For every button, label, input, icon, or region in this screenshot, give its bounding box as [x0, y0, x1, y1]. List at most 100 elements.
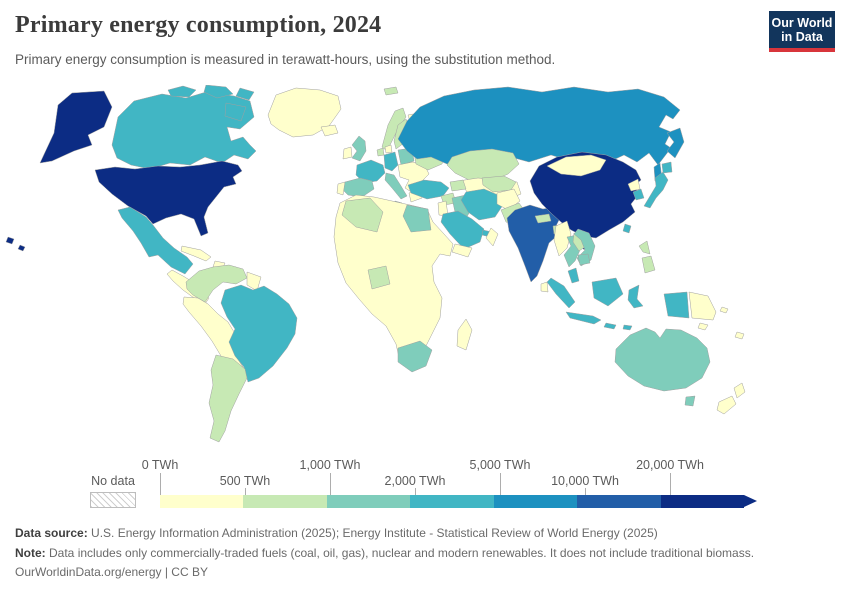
legend-tick-3: [415, 488, 416, 495]
note-text: Data includes only commercially-traded f…: [45, 546, 755, 560]
region-yemen[interactable]: [451, 243, 473, 258]
note-label: Note:: [15, 546, 46, 560]
region-mexico[interactable]: [117, 206, 194, 275]
world-choropleth-map: [5, 85, 746, 443]
legend-bin-1[interactable]: [243, 495, 327, 508]
region-cambodia[interactable]: [577, 253, 591, 266]
legend-tick-label-6: 20,000 TWh: [636, 458, 704, 472]
region-australia[interactable]: [614, 327, 711, 392]
legend-tick-6: [670, 473, 671, 495]
data-source-label: Data source:: [15, 526, 88, 540]
legend-bin-4[interactable]: [493, 495, 578, 508]
region-japan[interactable]: [643, 171, 669, 209]
region-iceland[interactable]: [320, 124, 339, 137]
region-ireland[interactable]: [342, 146, 353, 160]
no-data-label: No data: [91, 474, 135, 488]
legend-tick-label-5: 10,000 TWh: [551, 474, 619, 488]
region-nigeria[interactable]: [367, 265, 391, 290]
region-germany[interactable]: [383, 151, 399, 172]
owid-logo[interactable]: Our World in Data: [769, 11, 835, 52]
region-australia-tasmania[interactable]: [684, 395, 696, 407]
region-portugal[interactable]: [336, 181, 346, 196]
region-colombia-venezuela[interactable]: [185, 264, 248, 303]
region-iran[interactable]: [460, 188, 504, 221]
region-indonesia-java[interactable]: [565, 311, 602, 325]
region-united-kingdom[interactable]: [351, 135, 367, 162]
region-united-states[interactable]: [94, 160, 243, 237]
region-caucasus[interactable]: [449, 179, 467, 192]
no-data-swatch[interactable]: [90, 492, 136, 508]
region-argentina-chile[interactable]: [208, 354, 248, 443]
region-indonesia-lesser-sunda[interactable]: [603, 322, 633, 331]
region-philippines[interactable]: [638, 240, 656, 274]
legend-arrow-icon: [744, 495, 757, 507]
region-greenland[interactable]: [267, 87, 342, 138]
region-united-states-hawaii[interactable]: [5, 236, 26, 252]
region-myanmar[interactable]: [553, 220, 572, 257]
legend-tick-label-1: 500 TWh: [219, 474, 271, 488]
region-south-africa[interactable]: [397, 340, 433, 373]
data-source-line: Data source: U.S. Energy Information Adm…: [15, 526, 658, 540]
region-mongolia[interactable]: [546, 154, 607, 177]
region-svalbard[interactable]: [383, 86, 399, 96]
region-malaysia[interactable]: [567, 267, 580, 284]
legend-color-bar: [160, 495, 744, 508]
region-united-states-alaska[interactable]: [39, 90, 113, 164]
legend-tick-2: [330, 473, 331, 495]
license-line: OurWorldinData.org/energy | CC BY: [15, 565, 208, 579]
legend-bin-6[interactable]: [660, 495, 744, 508]
owid-logo-accent-bar: [769, 48, 835, 52]
note-line: Note: Data includes only commercially-tr…: [15, 546, 754, 560]
region-indonesia-sulawesi[interactable]: [627, 284, 644, 309]
region-indonesia-borneo[interactable]: [591, 277, 624, 307]
region-canada-arctic-islands[interactable]: [167, 85, 255, 122]
legend-tick-0: [160, 473, 161, 495]
owid-logo-text: Our World in Data: [769, 11, 835, 48]
legend-tick-label-4: 5,000 TWh: [469, 458, 531, 472]
region-france[interactable]: [355, 159, 386, 184]
region-egypt[interactable]: [402, 204, 432, 233]
legend-bin-5[interactable]: [577, 495, 661, 508]
region-oman[interactable]: [485, 227, 499, 247]
region-south-korea[interactable]: [632, 188, 645, 201]
region-indonesia-papua[interactable]: [663, 291, 690, 319]
region-japan-hokkaido[interactable]: [661, 161, 673, 174]
map-legend: No data 0 TWh 500 TWh 1,000 TWh 2,000 TW…: [0, 455, 850, 515]
chart-subtitle: Primary energy consumption is measured i…: [15, 52, 556, 67]
region-india[interactable]: [506, 204, 562, 283]
owid-link[interactable]: OurWorldinData.org/energy | CC BY: [15, 565, 208, 579]
region-netherlands[interactable]: [376, 147, 385, 157]
legend-tick-1: [245, 488, 246, 495]
legend-bin-3[interactable]: [410, 495, 494, 508]
region-kazakhstan[interactable]: [446, 148, 520, 182]
page-title: Primary energy consumption, 2024: [15, 12, 382, 38]
legend-bin-2[interactable]: [326, 495, 411, 508]
legend-bin-0[interactable]: [160, 495, 244, 508]
region-china[interactable]: [529, 151, 642, 239]
legend-tick-4: [500, 473, 501, 495]
region-russia[interactable]: [397, 86, 681, 166]
legend-tick-label-0: 0 TWh: [141, 458, 179, 472]
region-pacific-islands[interactable]: [719, 306, 745, 340]
region-north-korea[interactable]: [627, 178, 641, 192]
region-madagascar[interactable]: [456, 318, 473, 351]
data-source-text: U.S. Energy Information Administration (…: [87, 526, 658, 540]
region-algeria[interactable]: [341, 197, 384, 233]
region-indonesia-sumatra[interactable]: [546, 277, 576, 309]
legend-tick-label-2: 1,000 TWh: [299, 458, 361, 472]
region-sri-lanka[interactable]: [540, 281, 549, 293]
region-nepal[interactable]: [534, 213, 552, 224]
region-denmark[interactable]: [384, 144, 393, 154]
region-taiwan[interactable]: [622, 223, 632, 234]
region-turkey[interactable]: [407, 179, 450, 200]
region-spain[interactable]: [340, 177, 375, 198]
legend-tick-5: [585, 488, 586, 495]
region-new-zealand[interactable]: [716, 382, 746, 415]
region-papua-new-guinea[interactable]: [688, 291, 717, 331]
region-brazil[interactable]: [220, 284, 298, 383]
region-saudi-arabia[interactable]: [440, 210, 485, 250]
region-russia-kamchatka[interactable]: [666, 127, 685, 159]
legend-tick-label-3: 2,000 TWh: [384, 474, 446, 488]
region-canada[interactable]: [111, 91, 257, 170]
